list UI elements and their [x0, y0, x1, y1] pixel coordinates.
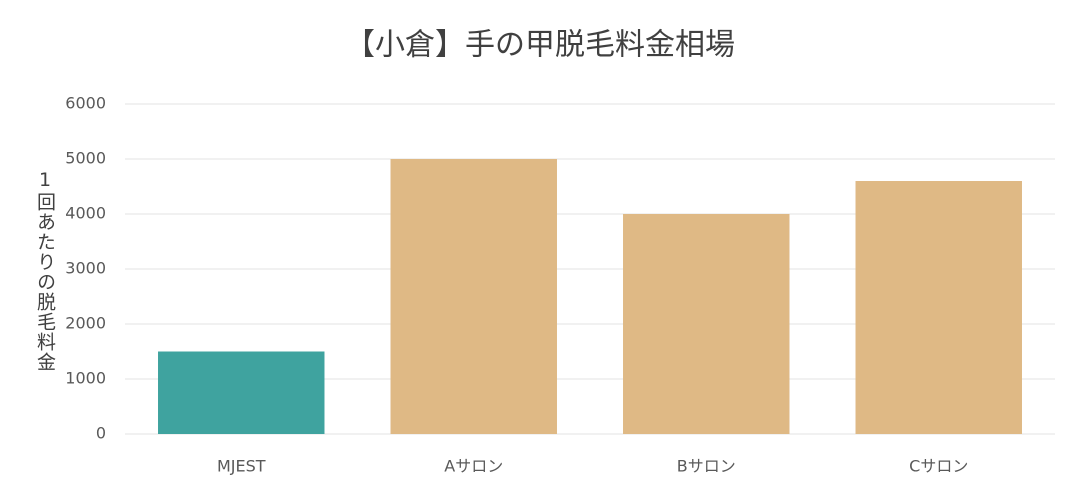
x-tick-label: Cサロン [909, 457, 968, 476]
x-tick-label: Aサロン [444, 457, 503, 476]
y-tick-label: 6000 [65, 94, 106, 113]
chart-title: 【小倉】手の甲脱毛料金相場 [345, 28, 735, 63]
bar [158, 351, 325, 434]
y-tick-label: 5000 [65, 149, 106, 168]
y-tick-label: 1000 [65, 369, 106, 388]
y-tick-label: 4000 [65, 204, 106, 223]
bar [855, 181, 1022, 434]
y-axis-label: 1回あたりの脱毛料金 [34, 168, 56, 372]
bar [623, 214, 790, 434]
y-tick-label: 0 [96, 424, 106, 443]
x-tick-label: Bサロン [677, 457, 736, 476]
y-tick-label: 3000 [65, 259, 106, 278]
bar [390, 159, 557, 434]
x-tick-label: MJEST [217, 457, 266, 476]
y-tick-label: 2000 [65, 314, 106, 333]
